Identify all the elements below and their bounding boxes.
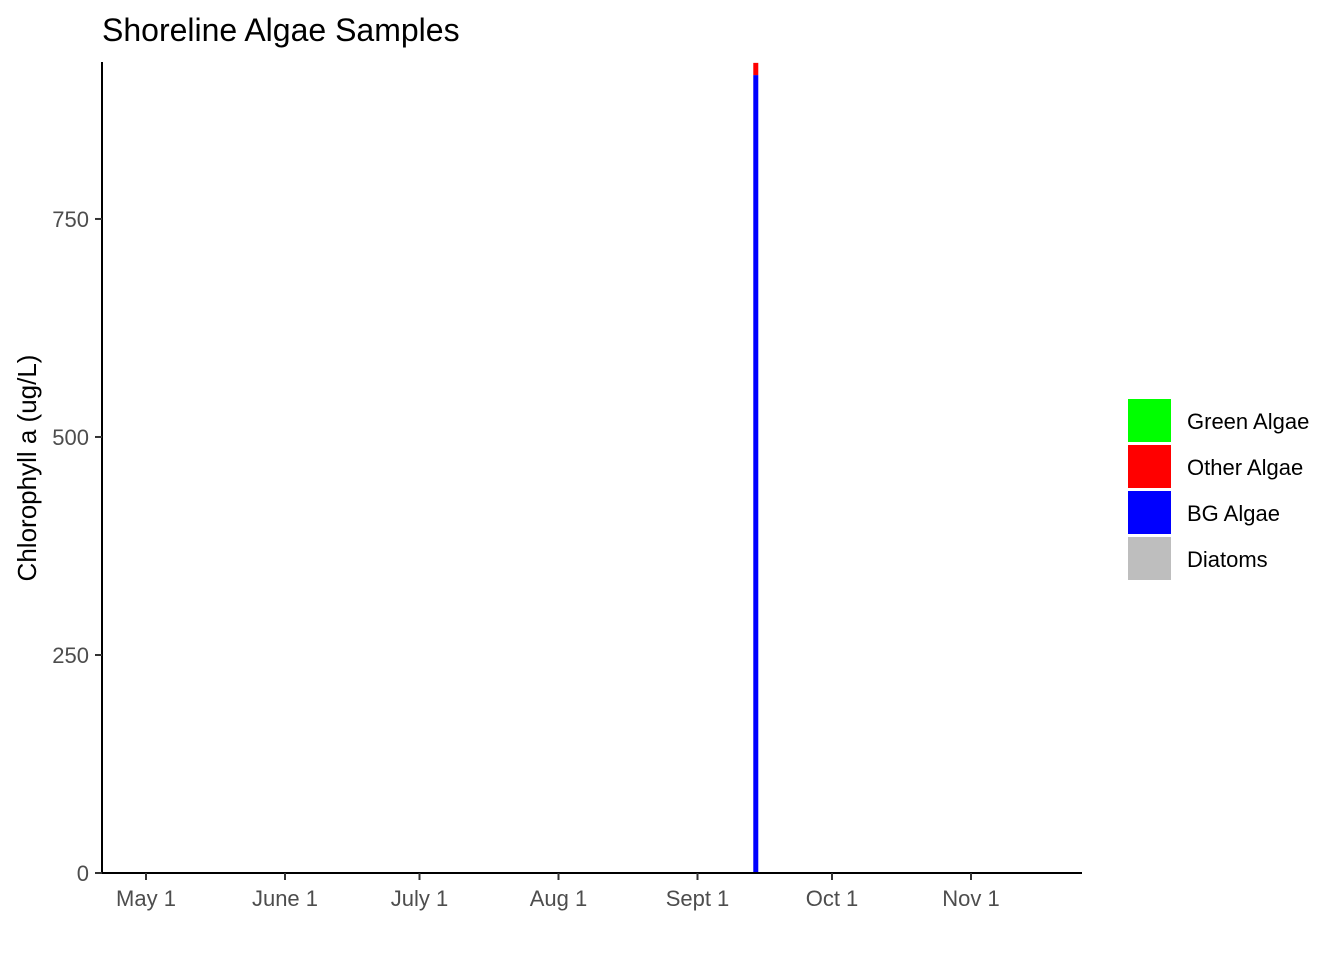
y-tick-label: 500 xyxy=(52,425,89,450)
legend-key xyxy=(1128,399,1171,442)
legend-label: Green Algae xyxy=(1187,409,1309,434)
legend-item: Diatoms xyxy=(1128,537,1268,580)
x-tick-label: July 1 xyxy=(391,886,448,911)
x-tick-label: Aug 1 xyxy=(530,886,588,911)
x-tick-label: May 1 xyxy=(116,886,176,911)
legend: Green Algae Other Algae BG Algae Diatoms xyxy=(1128,399,1309,580)
x-tick-label: Nov 1 xyxy=(942,886,999,911)
chart-title: Shoreline Algae Samples xyxy=(102,12,460,48)
y-tick-label: 250 xyxy=(52,643,89,668)
y-tick-label: 750 xyxy=(52,207,89,232)
y-tick-label: 0 xyxy=(77,861,89,886)
bar-other-algae xyxy=(753,62,759,76)
x-tick-label: June 1 xyxy=(252,886,318,911)
y-axis-title: Chlorophyll a (ug/L) xyxy=(12,355,42,582)
axes: 0 250 500 750 May 1 June 1 July 1 Aug 1 Sept 1 Oc… xyxy=(52,62,1082,911)
x-tick-label: Oct 1 xyxy=(806,886,859,911)
legend-key xyxy=(1128,491,1171,534)
legend-item: Green Algae xyxy=(1128,399,1309,442)
legend-key xyxy=(1128,445,1171,488)
legend-label: Diatoms xyxy=(1187,547,1268,572)
bar-bg-algae xyxy=(753,75,759,874)
plot-area xyxy=(753,62,759,874)
legend-key xyxy=(1128,537,1171,580)
legend-item: BG Algae xyxy=(1128,491,1280,534)
legend-label: Other Algae xyxy=(1187,455,1303,480)
legend-item: Other Algae xyxy=(1128,445,1303,488)
x-tick-label: Sept 1 xyxy=(666,886,730,911)
legend-label: BG Algae xyxy=(1187,501,1280,526)
